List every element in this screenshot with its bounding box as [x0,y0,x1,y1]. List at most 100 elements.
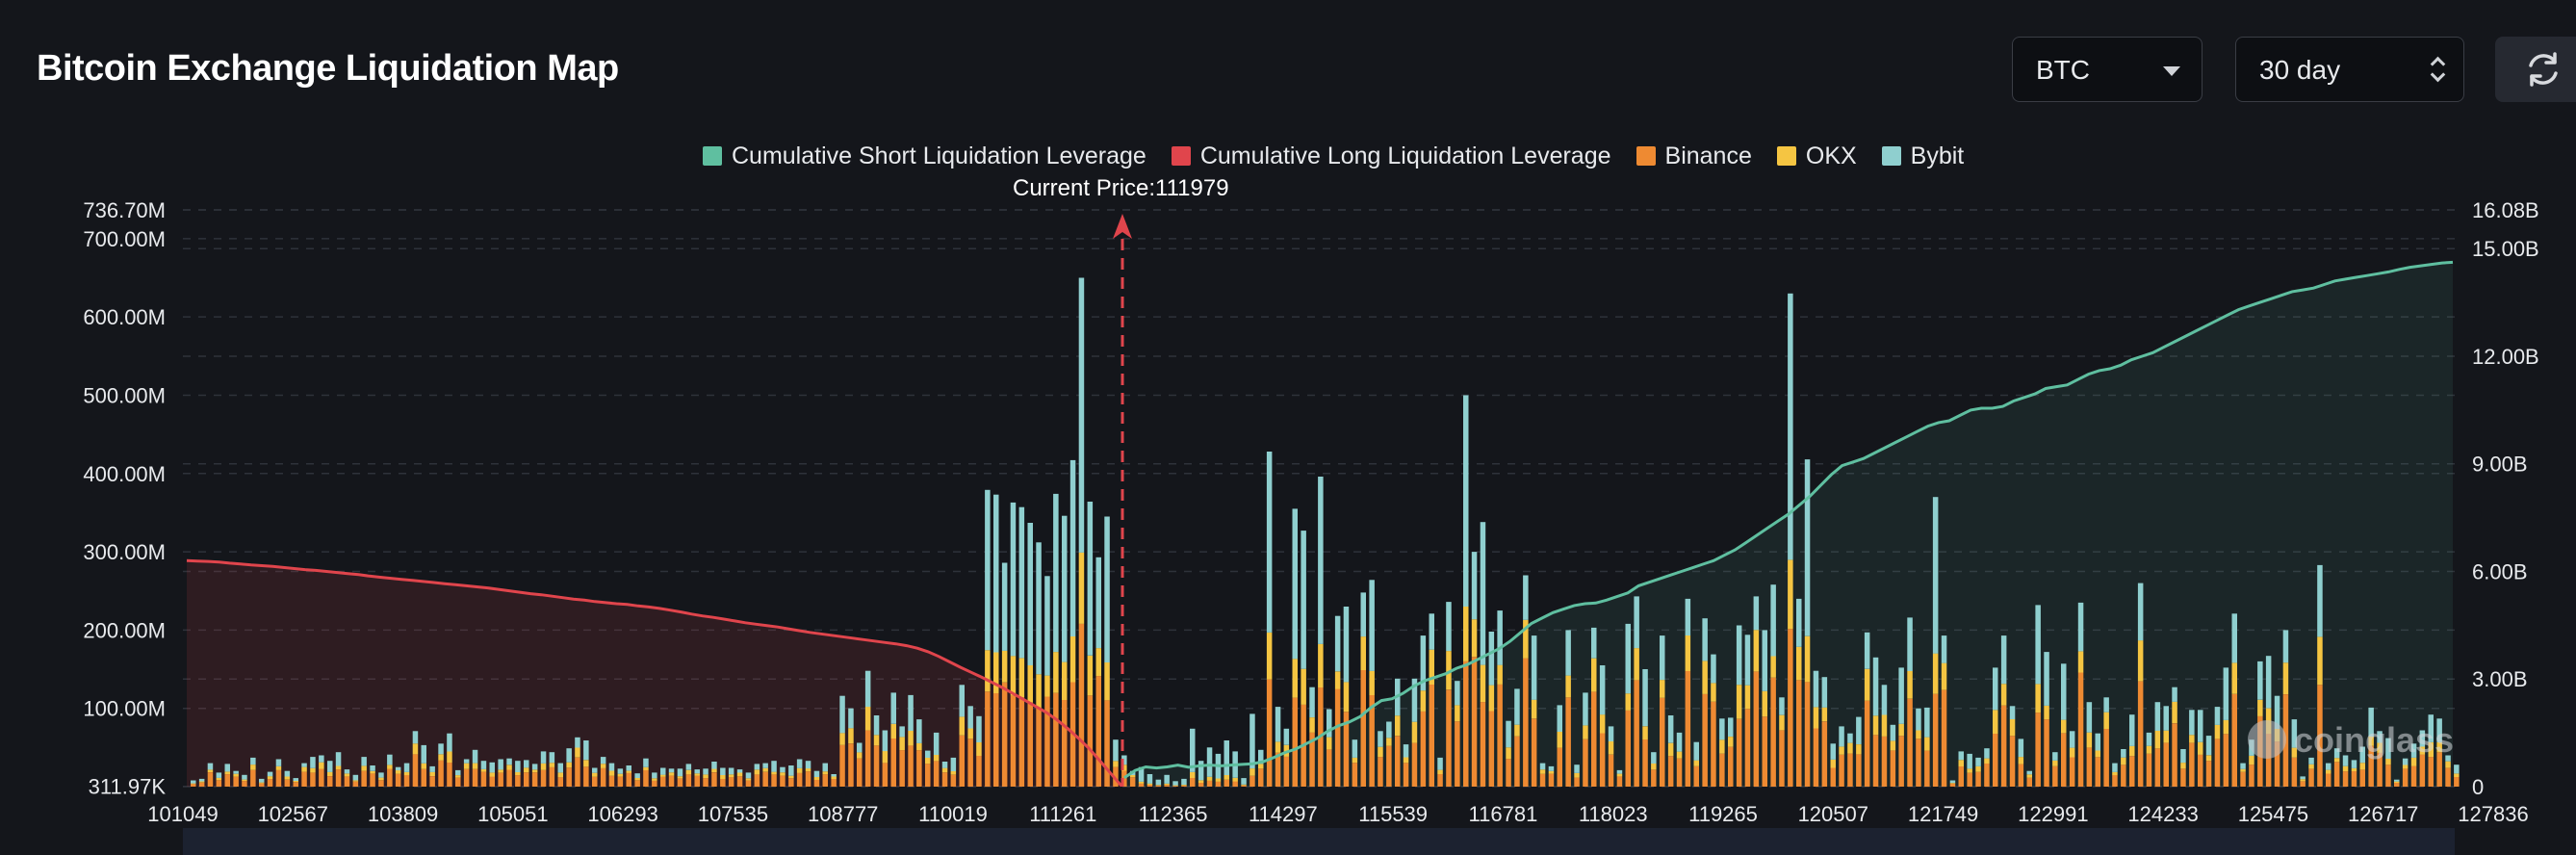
bar-bybit [1480,522,1486,665]
legend-swatch-binance [1636,146,1656,166]
bar-bybit [2223,667,2229,720]
bar-binance [1488,711,1495,787]
bar-bybit [327,761,333,772]
bar-okx [2351,767,2357,771]
bar-bybit [1266,452,1273,633]
bar-okx [319,762,324,769]
chart-legend: Cumulative Short Liquidation Leverage Cum… [703,142,1989,175]
bar-okx [506,764,512,770]
bar-bybit [344,769,350,774]
bar-bybit [1711,654,1716,684]
bar-binance [1395,736,1401,787]
bar-okx [2086,732,2093,748]
bar-okx [2112,771,2118,776]
legend-item-bybit[interactable]: Bybit [1881,142,1964,170]
bar-binance [634,780,640,787]
bar-bybit [2402,758,2409,765]
bar-okx [788,775,794,779]
bar-binance [780,775,786,787]
legend-item-short[interactable]: Cumulative Short Liquidation Leverage [703,142,1146,170]
bar-bybit [1121,755,1127,765]
bar-okx [1301,668,1306,705]
bar-bybit [1190,728,1196,772]
bar-bybit [1318,477,1324,644]
bar-okx [489,772,495,777]
bar-binance [2044,719,2049,787]
bar-binance [941,772,948,787]
legend-item-okx[interactable]: OKX [1776,142,1857,170]
bar-okx [2198,741,2203,755]
legend-item-long[interactable]: Cumulative Long Liquidation Leverage [1171,142,1611,170]
bar-okx [352,780,359,782]
bar-okx [2308,764,2314,769]
bar-binance [378,780,384,787]
bar-okx [728,774,734,778]
bar-okx [455,775,461,778]
bar-bybit [1309,687,1315,717]
bar-bybit [1497,610,1503,665]
bar-okx [771,771,777,775]
bar-bybit [412,731,419,744]
bar-binance [515,775,521,787]
bar-okx [1360,636,1366,670]
bar-binance [1967,772,1972,787]
bar-binance [1856,754,1862,787]
bar-bybit [216,772,222,778]
bar-binance [293,782,298,787]
time-range-select[interactable]: 30 day [2235,37,2464,102]
bar-okx [1138,781,1145,784]
bar-bybit [1488,632,1495,686]
bar-bybit [2095,733,2100,751]
bar-binance [2180,768,2186,787]
bar-okx [941,767,948,773]
bar-bybit [1599,665,1606,715]
bar-okx [1599,714,1606,734]
bar-bybit [1292,508,1298,660]
refresh-button[interactable] [2495,37,2576,102]
bar-binance [361,770,367,787]
coin-select[interactable]: BTC [2012,37,2202,102]
bar-bybit [1514,688,1520,725]
bar-okx [1932,653,1939,694]
bar-binance [1949,783,1956,787]
bar-okx [2240,768,2246,772]
bar-bybit [2121,749,2126,758]
bar-okx [2189,735,2195,743]
bar-okx [2317,636,2323,686]
bar-bybit [1164,774,1170,784]
bar-binance [2419,754,2426,787]
bar-okx [2223,719,2229,735]
bar-bybit [2419,730,2426,747]
bar-bybit [993,494,999,653]
bar-bybit [583,740,589,761]
legend-label-short: Cumulative Short Liquidation Leverage [732,142,1146,169]
bar-okx [1164,784,1170,786]
bar-okx [2445,761,2451,768]
bar-okx [438,754,444,761]
bar-binance [1599,733,1606,787]
bar-binance [2077,672,2084,787]
bar-binance [711,772,717,787]
bar-bybit [2180,749,2186,764]
legend-item-binance[interactable]: Binance [1636,142,1752,170]
bar-bybit [2282,630,2289,663]
bar-okx [1907,670,1913,699]
bar-okx [1804,635,1811,683]
bar-bybit [1104,516,1110,662]
bar-binance [1539,773,1546,787]
bar-binance [2454,777,2460,787]
bar-okx [1813,707,1819,729]
bar-okx [933,755,940,762]
bar-binance [2103,729,2109,787]
x-tick-label: 111261 [1029,802,1096,826]
bar-okx [1548,770,1555,774]
bar-okx [1190,772,1196,778]
bar-bybit [2077,602,2084,652]
bar-bybit [2385,738,2391,759]
bar-bybit [1625,623,1631,694]
bar-binance [1685,671,1691,787]
bar-okx [959,716,965,736]
bar-okx [796,767,803,773]
bar-okx [1155,785,1162,786]
bar-okx [694,773,700,776]
